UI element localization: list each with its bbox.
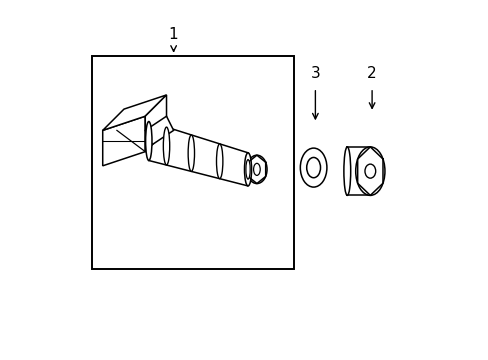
Ellipse shape: [343, 147, 350, 195]
Ellipse shape: [145, 122, 152, 161]
Ellipse shape: [246, 155, 266, 184]
Bar: [92, 56, 293, 269]
Ellipse shape: [306, 157, 320, 178]
Polygon shape: [145, 116, 173, 145]
Ellipse shape: [355, 147, 384, 195]
Ellipse shape: [163, 127, 169, 165]
Ellipse shape: [244, 153, 251, 186]
Ellipse shape: [253, 163, 260, 175]
Ellipse shape: [364, 164, 375, 178]
Text: 2: 2: [366, 66, 376, 81]
Polygon shape: [145, 95, 166, 152]
Polygon shape: [102, 116, 145, 166]
Ellipse shape: [188, 135, 194, 171]
Polygon shape: [148, 122, 247, 186]
Polygon shape: [102, 95, 166, 130]
Ellipse shape: [245, 159, 250, 179]
Text: 1: 1: [168, 27, 178, 42]
Ellipse shape: [300, 148, 326, 187]
Text: 3: 3: [310, 66, 320, 81]
Ellipse shape: [216, 144, 223, 179]
